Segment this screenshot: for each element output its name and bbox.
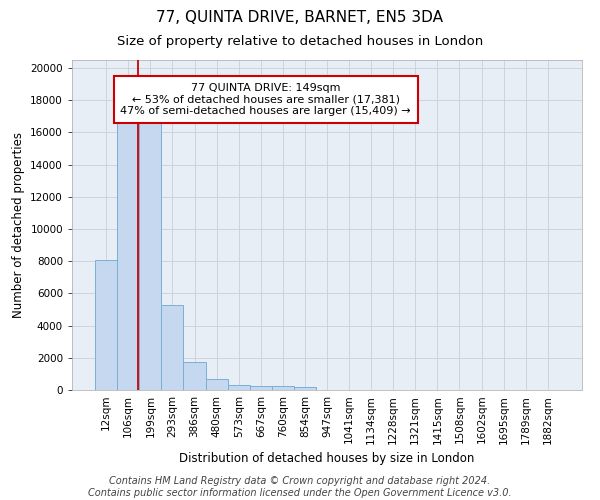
Bar <box>206 378 227 390</box>
Text: Size of property relative to detached houses in London: Size of property relative to detached ho… <box>117 35 483 48</box>
Bar <box>139 122 161 390</box>
Bar <box>117 122 139 390</box>
Text: Contains HM Land Registry data © Crown copyright and database right 2024.
Contai: Contains HM Land Registry data © Crown c… <box>88 476 512 498</box>
Bar <box>184 362 206 390</box>
Bar <box>272 386 294 390</box>
Bar <box>227 385 250 390</box>
Bar <box>95 260 117 390</box>
Bar <box>161 304 184 390</box>
X-axis label: Distribution of detached houses by size in London: Distribution of detached houses by size … <box>179 452 475 465</box>
Bar <box>250 386 272 390</box>
Text: 77 QUINTA DRIVE: 149sqm
← 53% of detached houses are smaller (17,381)
47% of sem: 77 QUINTA DRIVE: 149sqm ← 53% of detache… <box>121 83 411 116</box>
Text: 77, QUINTA DRIVE, BARNET, EN5 3DA: 77, QUINTA DRIVE, BARNET, EN5 3DA <box>157 10 443 25</box>
Bar <box>294 387 316 390</box>
Y-axis label: Number of detached properties: Number of detached properties <box>11 132 25 318</box>
